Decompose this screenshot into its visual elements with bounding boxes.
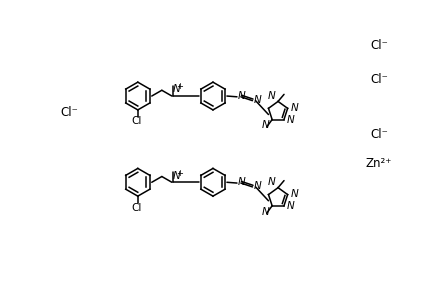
- Text: Cl⁻: Cl⁻: [369, 40, 387, 53]
- Text: N: N: [253, 95, 261, 105]
- Text: N: N: [290, 189, 298, 199]
- Text: N: N: [253, 181, 261, 191]
- Text: N: N: [172, 84, 180, 94]
- Text: N: N: [261, 207, 269, 217]
- Text: Cl⁻: Cl⁻: [369, 73, 387, 86]
- Text: N: N: [290, 102, 298, 113]
- Text: Cl: Cl: [131, 203, 142, 213]
- Text: N: N: [267, 91, 275, 101]
- Text: Cl⁻: Cl⁻: [60, 106, 78, 119]
- Text: Cl⁻: Cl⁻: [369, 128, 387, 141]
- Text: +: +: [176, 169, 183, 178]
- Text: Zn²⁺: Zn²⁺: [365, 156, 391, 170]
- Text: N: N: [237, 91, 245, 101]
- Text: N: N: [172, 171, 180, 181]
- Text: N: N: [267, 177, 275, 187]
- Text: Cl: Cl: [131, 117, 142, 127]
- Text: N: N: [237, 177, 245, 187]
- Text: N: N: [286, 115, 293, 125]
- Text: N: N: [286, 201, 293, 211]
- Text: +: +: [176, 82, 183, 92]
- Text: N: N: [261, 120, 269, 130]
